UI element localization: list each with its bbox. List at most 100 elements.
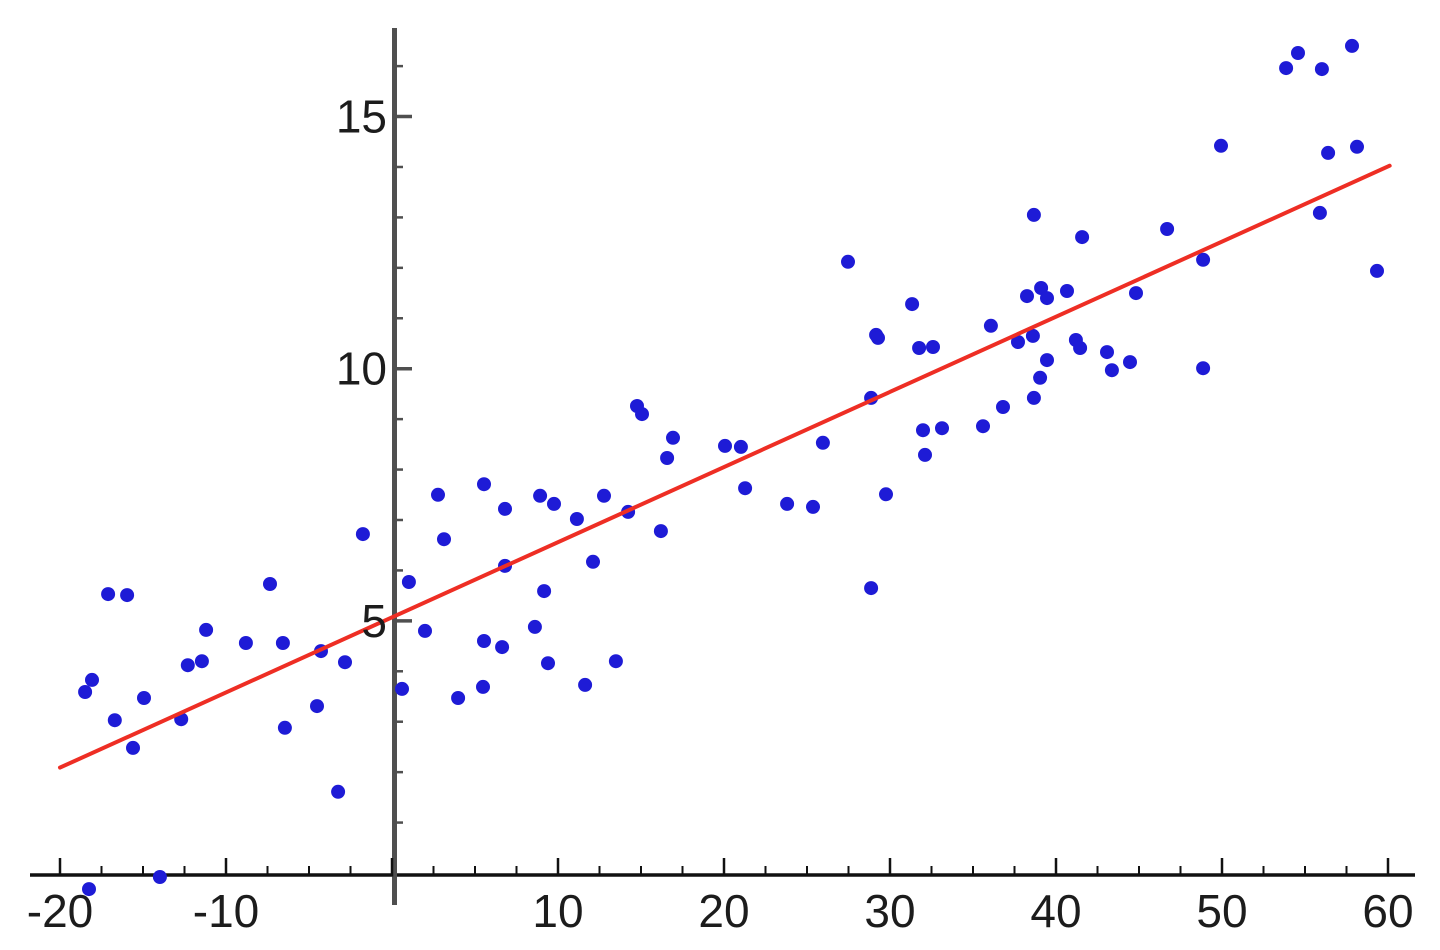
data-point xyxy=(1040,291,1054,306)
data-point xyxy=(738,481,753,496)
data-point xyxy=(569,512,584,526)
data-point xyxy=(1033,370,1048,385)
data-point xyxy=(1040,353,1054,368)
data-point xyxy=(926,340,940,354)
data-point xyxy=(437,532,451,547)
data-point xyxy=(1196,361,1211,376)
data-point xyxy=(1370,263,1384,278)
data-point xyxy=(541,656,555,671)
data-point xyxy=(194,654,209,669)
x-tick-label: 40 xyxy=(1030,885,1081,937)
data-point xyxy=(476,679,490,694)
x-tick-label: 30 xyxy=(864,885,915,937)
data-point xyxy=(1020,289,1034,304)
regression-line-layer xyxy=(58,163,1392,770)
data-point xyxy=(152,870,167,884)
data-point xyxy=(608,654,623,669)
data-point xyxy=(238,636,253,650)
x-tick-label: 10 xyxy=(532,885,583,937)
data-point xyxy=(918,447,932,462)
data-point xyxy=(586,554,600,569)
data-point xyxy=(1350,139,1364,154)
x-tick-label: 20 xyxy=(698,885,749,937)
data-point xyxy=(78,685,93,699)
data-point xyxy=(653,524,668,539)
data-point xyxy=(355,527,370,542)
data-point xyxy=(1060,284,1074,298)
data-point xyxy=(1291,46,1305,60)
data-point xyxy=(1075,230,1090,245)
x-tick-label: -10 xyxy=(193,885,259,937)
data-point xyxy=(916,423,930,438)
axes xyxy=(30,28,1415,905)
data-point xyxy=(1100,345,1114,360)
data-point xyxy=(660,451,675,465)
data-point xyxy=(101,587,116,602)
data-point xyxy=(527,619,542,634)
data-point xyxy=(1345,38,1359,53)
data-point xyxy=(841,254,855,269)
data-point xyxy=(547,496,561,511)
data-point xyxy=(395,681,409,696)
data-point xyxy=(1034,281,1049,295)
data-point xyxy=(1073,341,1088,355)
data-point xyxy=(983,318,998,333)
data-point xyxy=(1314,62,1329,77)
data-point xyxy=(996,400,1010,414)
data-point xyxy=(277,720,292,735)
y-tick-label: 5 xyxy=(361,595,387,647)
data-point xyxy=(495,640,510,655)
data-point xyxy=(1321,145,1336,160)
regression-line xyxy=(58,163,1392,770)
data-point xyxy=(275,636,290,650)
data-point xyxy=(666,430,680,445)
data-point xyxy=(120,588,135,603)
data-point xyxy=(905,297,920,312)
data-point xyxy=(1123,355,1137,370)
x-tick-label: 60 xyxy=(1362,885,1413,937)
data-point xyxy=(82,882,96,897)
data-point xyxy=(451,691,466,705)
data-point xyxy=(1160,222,1175,236)
data-point xyxy=(815,435,830,450)
data-point xyxy=(733,439,748,454)
data-point xyxy=(431,487,445,502)
data-point xyxy=(331,784,346,799)
x-tick-label: 50 xyxy=(1196,885,1247,937)
data-point xyxy=(1196,252,1211,267)
data-point xyxy=(107,713,122,728)
data-point xyxy=(537,584,552,599)
data-point xyxy=(533,488,548,503)
data-point xyxy=(864,581,879,596)
data-point xyxy=(126,740,140,755)
x-tick-label: -20 xyxy=(27,885,93,937)
data-point xyxy=(180,658,195,673)
data-point xyxy=(780,496,795,511)
data-point xyxy=(1214,138,1228,153)
data-point xyxy=(976,419,990,434)
data-point xyxy=(477,634,491,648)
data-points xyxy=(78,38,1384,897)
tick-labels: -20 -10 10 20 30 40 50 60 5 10 15 xyxy=(27,91,1414,937)
data-point xyxy=(477,477,491,492)
data-point xyxy=(1025,328,1040,343)
data-point xyxy=(1011,335,1025,349)
data-point xyxy=(137,691,151,705)
data-point xyxy=(1312,205,1327,220)
data-point xyxy=(338,655,352,670)
data-point xyxy=(1026,207,1041,222)
data-point xyxy=(1104,363,1119,378)
data-point xyxy=(806,499,820,514)
data-point xyxy=(401,575,416,589)
data-point xyxy=(935,421,949,436)
y-tick-label: 15 xyxy=(336,91,387,143)
data-point xyxy=(1129,286,1143,301)
data-point xyxy=(263,577,277,591)
y-tick-label: 10 xyxy=(336,343,387,395)
data-point xyxy=(578,677,593,692)
data-point xyxy=(635,407,649,422)
data-point xyxy=(912,341,927,355)
data-point xyxy=(199,622,214,637)
